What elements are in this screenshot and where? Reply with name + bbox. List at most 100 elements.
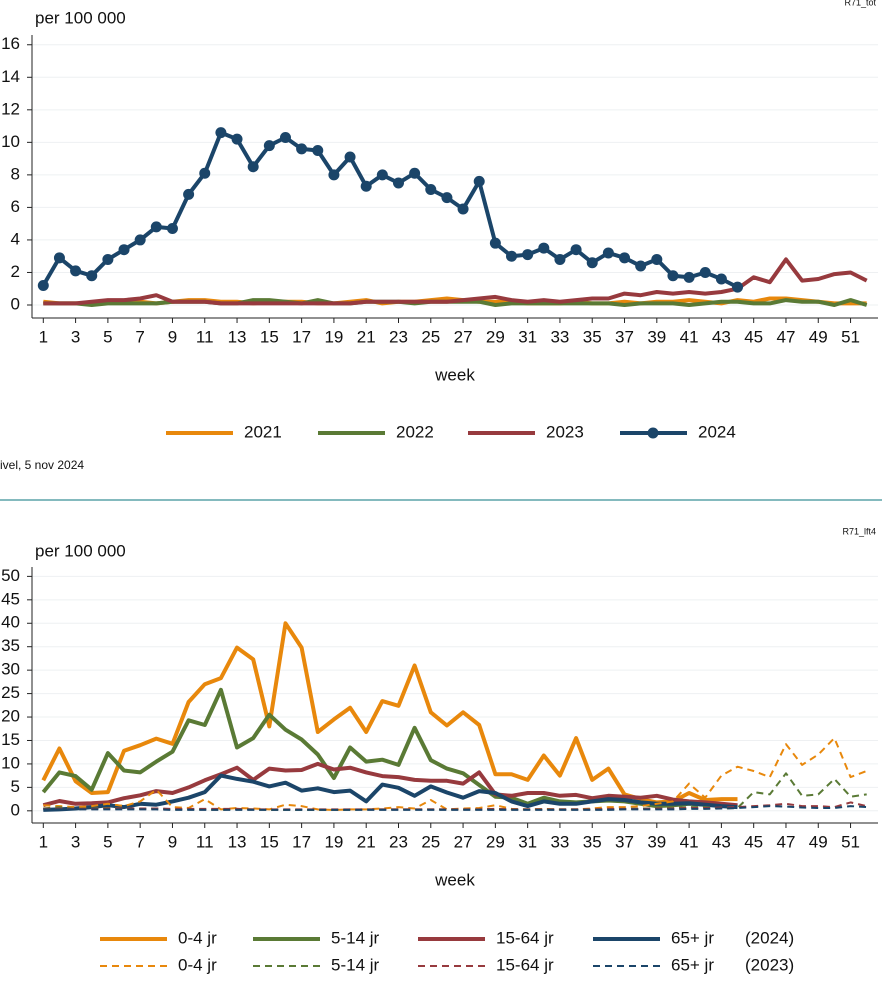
point — [344, 151, 356, 163]
x-tick-label: 11 — [196, 327, 214, 346]
point — [183, 188, 195, 200]
chart-tag: R71_lft4 — [842, 526, 876, 536]
point — [554, 253, 566, 265]
y-tick-label: 2 — [11, 262, 20, 281]
x-tick-label: 41 — [680, 327, 699, 346]
x-tick-label: 33 — [550, 832, 569, 851]
point — [199, 167, 211, 179]
legend-label: 65+ jr — [671, 928, 714, 947]
y-tick-label: 6 — [11, 197, 20, 216]
x-tick-label: 49 — [809, 327, 828, 346]
point — [635, 260, 647, 272]
source-note: ivel, 5 nov 2024 — [0, 458, 84, 472]
x-tick-label: 43 — [712, 832, 731, 851]
point — [506, 250, 518, 262]
point — [683, 271, 695, 283]
x-tick-label: 3 — [71, 832, 80, 851]
point — [328, 169, 340, 181]
x-tick-label: 43 — [712, 327, 731, 346]
x-tick-label: 17 — [292, 832, 311, 851]
series-line — [43, 805, 867, 811]
point — [732, 281, 744, 293]
y-axis-title: per 100 000 — [35, 541, 126, 560]
point — [360, 180, 372, 192]
legend-label: 65+ jr — [671, 955, 714, 974]
point — [86, 270, 98, 282]
series-line — [41, 130, 739, 289]
y-axis-title: per 100 000 — [35, 8, 126, 27]
x-tick-label: 29 — [486, 832, 505, 851]
y-tick-label: 14 — [1, 67, 20, 86]
series-line — [43, 737, 868, 811]
x-tick-label: 21 — [357, 327, 376, 346]
y-tick-label: 16 — [1, 34, 20, 53]
legend-label: 15-64 jr — [496, 928, 554, 947]
x-tick-label: 47 — [777, 832, 796, 851]
x-tick-label: 31 — [518, 327, 537, 346]
x-tick-label: 39 — [647, 327, 666, 346]
point — [441, 192, 453, 204]
y-tick-label: 20 — [1, 707, 20, 726]
point — [247, 161, 259, 173]
point — [392, 177, 404, 189]
point — [473, 175, 485, 187]
x-tick-label: 7 — [135, 832, 144, 851]
point — [296, 143, 308, 155]
point — [231, 133, 243, 145]
x-tick-label: 33 — [550, 327, 569, 346]
x-tick-label: 27 — [454, 832, 473, 851]
x-tick-label: 7 — [135, 327, 144, 346]
x-tick-label: 41 — [680, 832, 699, 851]
x-tick-label: 27 — [454, 327, 473, 346]
y-tick-label: 35 — [1, 636, 20, 655]
x-tick-label: 51 — [841, 832, 860, 851]
legend-marker — [647, 427, 659, 439]
x-tick-label: 39 — [647, 832, 666, 851]
x-tick-label: 13 — [228, 327, 247, 346]
y-tick-label: 10 — [1, 132, 20, 151]
point — [489, 237, 501, 249]
x-axis-title: week — [434, 870, 475, 889]
legend-label: 5-14 jr — [331, 955, 380, 974]
x-tick-label: 3 — [71, 327, 80, 346]
point — [376, 169, 388, 181]
y-tick-label: 25 — [1, 683, 20, 702]
x-tick-label: 45 — [744, 327, 763, 346]
y-tick-label: 12 — [1, 99, 20, 118]
x-tick-label: 1 — [39, 327, 48, 346]
point — [312, 144, 324, 156]
point — [102, 253, 114, 265]
legend-label: 0-4 jr — [178, 955, 217, 974]
x-tick-label: 5 — [103, 327, 112, 346]
legend-row-label: (2023) — [745, 955, 794, 974]
series-line — [43, 773, 738, 812]
x-tick-label: 11 — [196, 832, 214, 851]
series-line — [41, 687, 738, 809]
x-tick-label: 35 — [583, 327, 602, 346]
point — [586, 257, 598, 269]
x-tick-label: 25 — [421, 327, 440, 346]
x-tick-label: 45 — [744, 832, 763, 851]
y-tick-label: 50 — [1, 566, 20, 585]
x-tick-label: 31 — [518, 832, 537, 851]
x-tick-label: 21 — [357, 832, 376, 851]
point — [602, 247, 614, 259]
point — [651, 253, 663, 265]
y-tick-label: 0 — [11, 294, 20, 313]
point — [715, 273, 727, 285]
y-tick-label: 10 — [1, 753, 20, 772]
x-tick-label: 25 — [421, 832, 440, 851]
point — [522, 249, 534, 261]
point — [215, 127, 227, 139]
series-line — [41, 621, 738, 805]
point — [409, 167, 421, 179]
legend-label: 2024 — [698, 422, 736, 441]
point — [457, 203, 469, 215]
series-line — [43, 257, 868, 306]
point — [53, 252, 65, 264]
x-tick-label: 1 — [39, 832, 48, 851]
legend-label: 0-4 jr — [178, 928, 217, 947]
point — [37, 279, 49, 291]
legend-label: 2021 — [244, 422, 282, 441]
